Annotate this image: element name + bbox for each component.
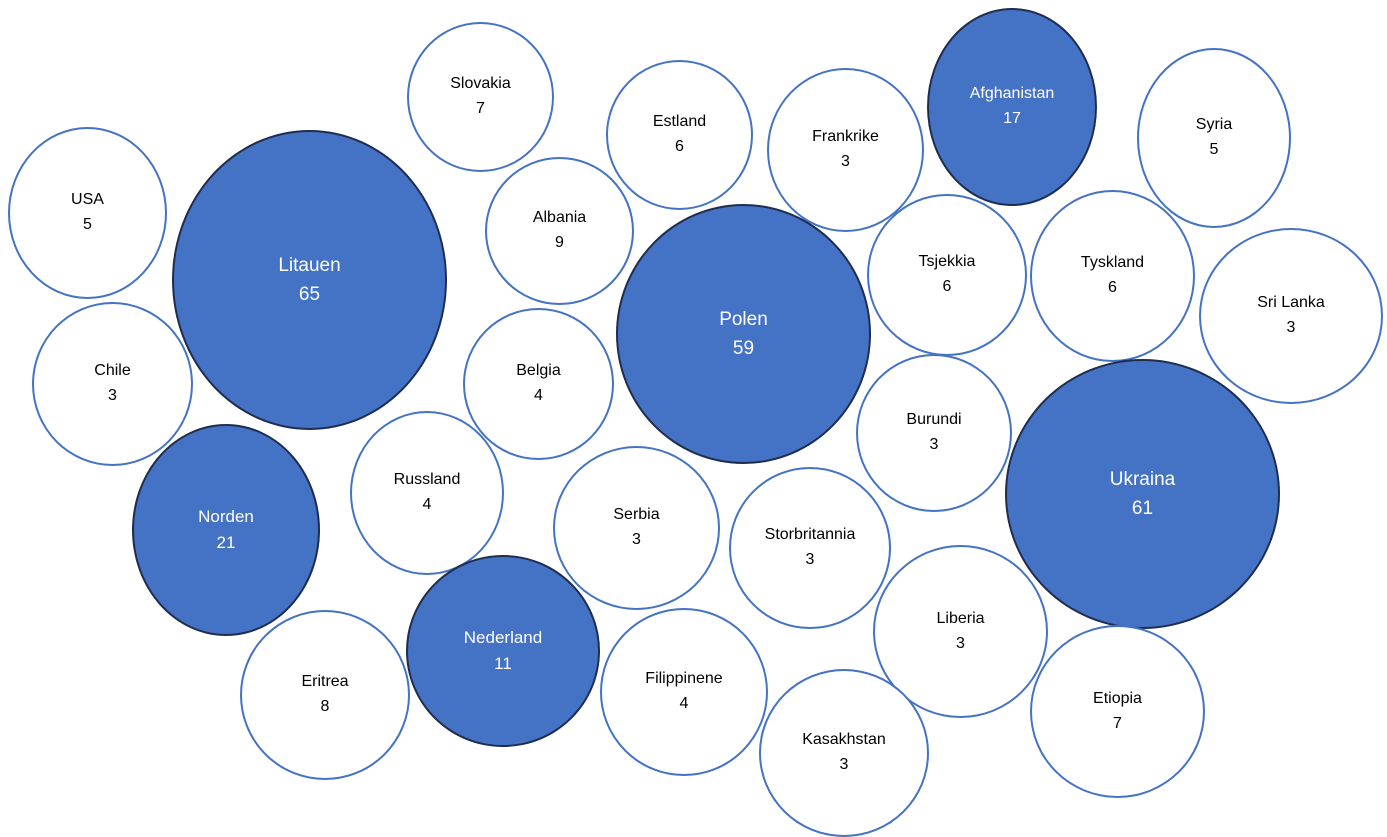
bubble-etiopia: Etiopia 7 — [1030, 625, 1205, 798]
bubble-label: Etiopia — [1093, 689, 1142, 707]
bubble-kasakhstan: Kasakhstan 3 — [759, 669, 929, 837]
bubble-value: 9 — [555, 234, 564, 251]
bubble-label: Tsjekkia — [918, 253, 976, 271]
bubble-value: 4 — [534, 387, 543, 404]
bubble-frankrike: Frankrike 3 — [767, 68, 924, 232]
bubble-label: Albania — [532, 209, 587, 227]
bubble-label: Tyskland — [1080, 254, 1145, 272]
bubble-label: Estland — [652, 113, 707, 131]
bubble-afghanistan: Afghanistan 17 — [927, 8, 1097, 206]
bubble-norden: Norden 21 — [132, 424, 320, 636]
bubble-value: 3 — [956, 634, 965, 652]
bubble-litauen: Litauen 65 — [172, 130, 447, 430]
bubble-label: Serbia — [613, 506, 660, 524]
bubble-value: 3 — [632, 531, 641, 548]
bubble-value: 65 — [298, 284, 321, 305]
bubble-chile: Chile 3 — [32, 302, 193, 466]
bubble-value: 7 — [1113, 714, 1122, 732]
bubble-label: Afghanistan — [969, 85, 1055, 103]
bubble-label: Polen — [719, 308, 768, 330]
bubble-russland: Russland 4 — [350, 411, 504, 575]
bubble-nederland: Nederland 11 — [406, 555, 600, 747]
bubble-value: 21 — [216, 533, 236, 552]
bubble-estland: Estland 6 — [606, 60, 753, 210]
bubble-label: Liberia — [936, 609, 985, 627]
bubble-label: Slovakia — [450, 75, 511, 93]
bubble-value: 6 — [1108, 279, 1117, 296]
bubble-label: Frankrike — [812, 128, 879, 146]
bubble-belgia: Belgia 4 — [463, 308, 614, 460]
bubble-label: Norden — [198, 506, 254, 526]
bubble-value: 3 — [1286, 319, 1296, 336]
bubble-slovakia: Slovakia 7 — [407, 22, 554, 172]
bubble-value: 59 — [732, 338, 755, 359]
bubble-label: Eritrea — [301, 673, 349, 691]
bubble-label: Russland — [393, 471, 461, 489]
bubble-label: Chile — [94, 362, 131, 380]
bubble-sri-lanka: Sri Lanka 3 — [1199, 228, 1383, 404]
bubble-label: Litauen — [278, 254, 341, 276]
bubble-label: USA — [71, 191, 104, 209]
bubble-liberia: Liberia 3 — [873, 545, 1048, 718]
bubble-value: 3 — [108, 387, 117, 404]
bubble-burundi: Burundi 3 — [856, 354, 1012, 512]
bubble-value: 3 — [841, 153, 850, 170]
bubble-value: 7 — [476, 100, 485, 117]
bubble-storbritannia: Storbritannia 3 — [729, 467, 891, 629]
bubble-label: Kasakhstan — [802, 731, 886, 749]
bubble-value: 5 — [1209, 141, 1219, 158]
bubble-value: 6 — [942, 278, 952, 295]
bubble-label: Syria — [1195, 116, 1233, 134]
bubble-value: 8 — [320, 698, 330, 715]
bubble-syria: Syria 5 — [1137, 48, 1291, 228]
bubble-value: 4 — [679, 695, 689, 712]
bubble-value: 61 — [1131, 498, 1154, 519]
bubble-value: 6 — [675, 138, 684, 155]
bubble-label: Storbritannia — [764, 526, 856, 544]
bubble-value: 3 — [839, 756, 849, 773]
bubble-value: 3 — [929, 436, 939, 453]
bubble-albania: Albania 9 — [485, 157, 634, 305]
bubble-label: Sri Lanka — [1257, 294, 1325, 312]
bubble-label: Nederland — [463, 627, 543, 647]
bubble-value: 17 — [1003, 110, 1021, 127]
bubble-value: 4 — [422, 496, 432, 513]
bubble-tyskland: Tyskland 6 — [1030, 190, 1195, 362]
bubble-label: Burundi — [906, 411, 962, 429]
bubble-label: Ukraina — [1109, 468, 1176, 490]
bubble-usa: USA 5 — [8, 127, 167, 299]
bubble-ukraina: Ukraina 61 — [1005, 359, 1280, 629]
bubble-serbia: Serbia 3 — [553, 446, 720, 610]
bubble-value: 5 — [83, 216, 92, 233]
bubble-value: 3 — [805, 551, 815, 568]
bubble-tsjekkia: Tsjekkia 6 — [867, 194, 1027, 356]
bubble-polen: Polen 59 — [616, 204, 871, 464]
bubble-eritrea: Eritrea 8 — [240, 610, 410, 780]
bubble-filippinene: Filippinene 4 — [600, 608, 768, 776]
bubble-label: Filippinene — [645, 670, 723, 688]
bubble-value: 11 — [494, 654, 512, 673]
bubble-label: Belgia — [516, 362, 561, 380]
